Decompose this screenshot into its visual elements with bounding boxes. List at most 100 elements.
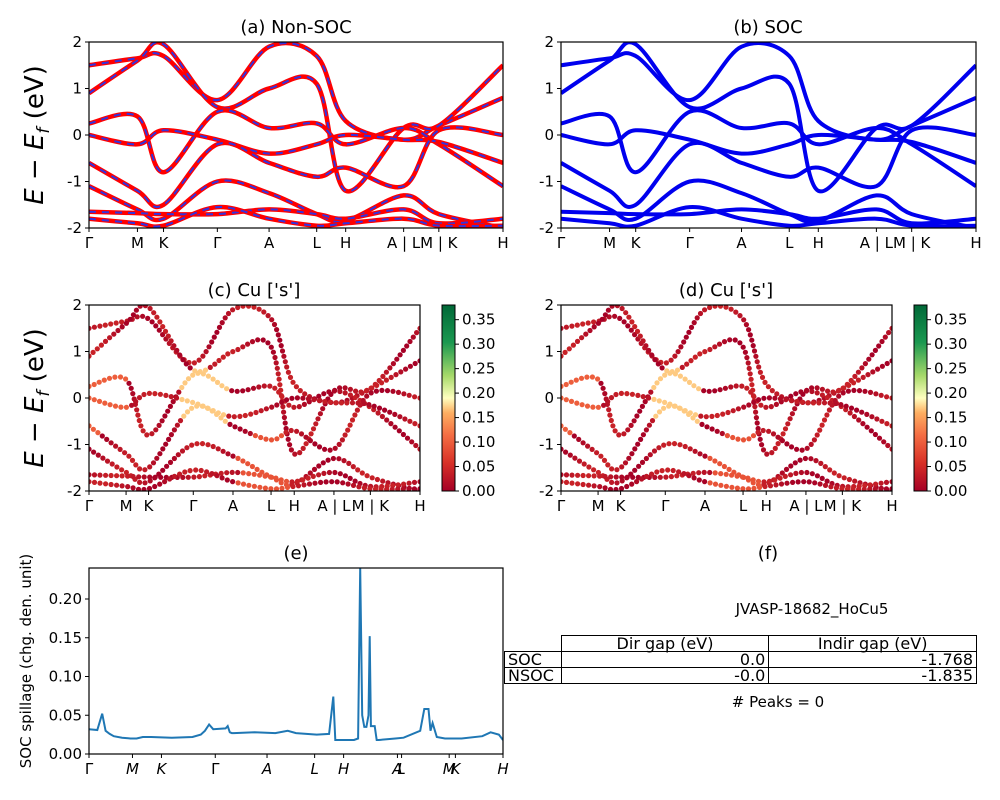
scatter-point	[376, 377, 382, 384]
scatter-point	[818, 460, 824, 466]
scatter-point	[742, 349, 749, 355]
xtick-label: K	[616, 497, 627, 515]
scatter-point	[632, 467, 638, 473]
scatter-point	[561, 446, 564, 452]
scatter-point	[729, 484, 735, 490]
scatter-point	[663, 474, 669, 480]
scatter-point	[875, 366, 881, 372]
scatter-point	[763, 404, 769, 410]
scatter-point	[302, 391, 308, 397]
xtick-label: Γ	[85, 760, 94, 778]
scatter-point	[637, 333, 643, 339]
scatter-point	[278, 433, 285, 439]
scatter-point	[649, 352, 655, 358]
scatter-point	[634, 479, 640, 485]
scatter-point	[794, 446, 800, 452]
scatter-point	[162, 328, 169, 334]
scatter-point	[256, 306, 262, 312]
scatter-point	[825, 388, 831, 394]
scatter-point	[246, 482, 252, 488]
scatter-point	[652, 357, 658, 363]
scatter-point	[352, 412, 358, 418]
scatter-point	[608, 417, 614, 424]
scatter-point	[712, 481, 719, 487]
scatter-point	[780, 431, 786, 437]
scatter-point	[889, 479, 892, 485]
scatter-point	[97, 472, 103, 478]
scatter-point	[628, 327, 634, 333]
scatter-point	[90, 349, 96, 355]
scatter-point	[190, 372, 196, 378]
scatter-point	[656, 409, 663, 415]
scatter-point	[320, 406, 326, 412]
scatter-point	[574, 400, 580, 406]
ytick-label: 0	[544, 389, 554, 407]
scatter-point	[154, 455, 160, 461]
scatter-point	[822, 464, 828, 470]
scatter-point	[182, 380, 188, 386]
scatter-point	[177, 471, 183, 477]
scatter-point	[784, 480, 790, 486]
xtick-label: Γ	[85, 234, 94, 252]
scatter-point	[732, 337, 738, 343]
scatter-point	[785, 421, 791, 427]
scatter-point	[881, 439, 887, 445]
colorbar-d	[913, 304, 928, 492]
scatter-point	[340, 480, 346, 486]
scatter-point	[300, 445, 306, 451]
scatter-point	[240, 305, 246, 309]
scatter-point	[401, 481, 407, 487]
scatter-point	[878, 392, 884, 398]
colorbar-tick-label: 0.00	[934, 482, 967, 500]
scatter-point	[862, 361, 869, 367]
scatter-point	[668, 357, 674, 363]
scatter-point	[563, 479, 570, 485]
scatter-point	[272, 354, 278, 361]
scatter-point	[606, 407, 612, 413]
scatter-point	[635, 392, 641, 398]
scatter-point	[119, 473, 125, 479]
scatter-point	[171, 343, 177, 349]
scatter-point	[752, 404, 758, 410]
scatter-point	[679, 364, 685, 370]
scatter-point	[654, 380, 660, 386]
scatter-point	[262, 473, 268, 479]
scatter-point	[332, 469, 338, 476]
scatter-point	[639, 459, 646, 465]
scatter-point	[764, 451, 770, 457]
scatter-point	[384, 417, 390, 423]
scatter-point	[686, 473, 692, 479]
scatter-point	[733, 309, 739, 315]
scatter-point	[191, 360, 197, 366]
scatter-point	[598, 380, 604, 386]
scatter-point	[814, 473, 821, 479]
scatter-point	[640, 338, 646, 344]
scatter-point	[845, 388, 852, 394]
scatter-point	[862, 388, 868, 394]
scatter-point	[619, 305, 625, 312]
scatter-point	[276, 376, 282, 382]
scatter-point	[613, 486, 619, 491]
scatter-point	[595, 404, 602, 410]
scatter-point	[753, 353, 759, 359]
scatter-point	[798, 469, 805, 476]
band-line-overlay	[89, 42, 503, 193]
scatter-point	[218, 470, 224, 476]
scatter-point	[300, 395, 306, 401]
scatter-point	[274, 365, 280, 371]
scatter-point	[204, 469, 210, 475]
scatter-point	[279, 394, 285, 400]
scatter-point	[205, 373, 211, 379]
scatter-point	[149, 319, 155, 325]
scatter-point	[158, 474, 164, 480]
scatter-point	[125, 473, 131, 479]
scatter-point	[729, 472, 735, 478]
scatter-point	[872, 431, 879, 438]
scatter-point	[618, 485, 625, 491]
band-group-b	[561, 42, 976, 228]
panel-b-title: (b) SOC	[733, 17, 802, 38]
scatter-point	[748, 376, 754, 382]
scatter-point	[118, 404, 124, 410]
scatter-point	[873, 481, 879, 487]
scatter-point	[756, 484, 763, 490]
